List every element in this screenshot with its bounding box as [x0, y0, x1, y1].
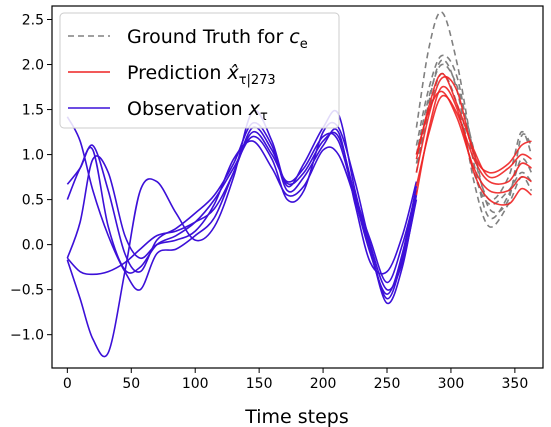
prediction-line-8: [415, 90, 532, 194]
legend-label-ground-truth: Ground Truth for ce: [127, 26, 308, 52]
y-tick-label: 2.0: [22, 58, 44, 74]
x-tick-label: 100: [182, 376, 209, 392]
ground-truth-line-14: [415, 72, 533, 206]
x-tick-label: 150: [246, 376, 273, 392]
y-tick-label: −1.0: [10, 328, 44, 344]
x-axis-label: Time steps: [244, 406, 349, 427]
observation-line-5: [66, 126, 418, 284]
prediction-line-6: [415, 85, 532, 206]
y-tick-label: 2.5: [22, 13, 44, 29]
ground-truth-line-12: [415, 59, 533, 228]
x-tick-label: 0: [63, 376, 72, 392]
x-tick-label: 350: [502, 376, 529, 392]
y-tick-label: −0.5: [10, 283, 44, 299]
x-tick-label: 250: [374, 376, 401, 392]
legend-label-observation: Observation xτ: [127, 98, 268, 124]
x-tick-label: 300: [438, 376, 465, 392]
y-tick-label: 0.0: [22, 238, 44, 254]
prediction-line-10: [415, 94, 532, 187]
legend-label-prediction: Prediction x̂τ|273: [127, 62, 276, 88]
prediction-line-9: [415, 72, 532, 179]
legend-box: [59, 12, 340, 129]
x-tick-label: 50: [122, 376, 140, 392]
ground-truth-line-13: [415, 54, 533, 220]
x-tick-label: 200: [310, 376, 337, 392]
y-tick-label: 1.0: [22, 148, 44, 164]
plot-frame: [51, 5, 544, 369]
y-tick-label: 0.5: [22, 193, 44, 209]
ground-truth-line-15: [415, 63, 533, 214]
y-tick-label: 1.5: [22, 103, 44, 119]
